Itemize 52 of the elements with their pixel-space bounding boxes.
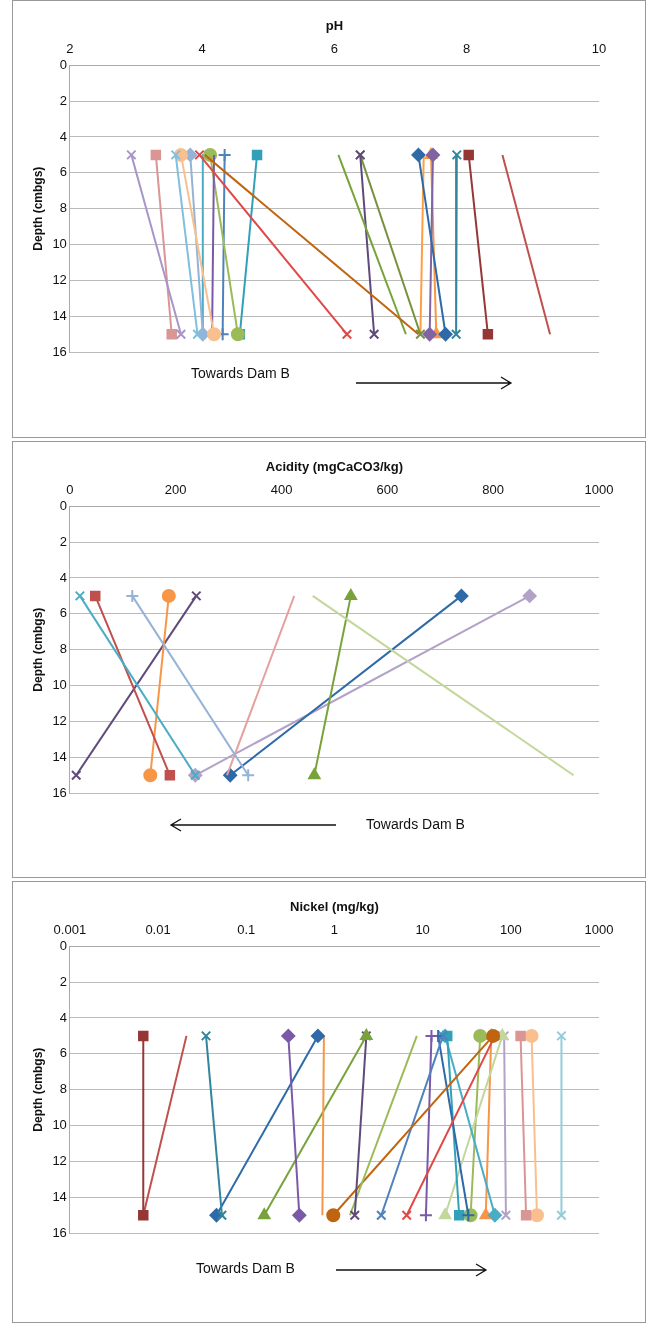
x-tick-label: 100 [499,921,522,937]
x-tick-label: 8 [463,40,471,56]
text: Towards Dam B [366,816,465,832]
x-tick-label: 600 [376,481,399,497]
x-tick-label: 0.1 [237,921,256,937]
y-tick-label: 8 [59,641,67,657]
x-axis-title: Acidity (mgCaCO3/kg) [265,459,404,475]
x-tick-label: 800 [482,481,505,497]
x-tick-label: 10 [415,921,430,937]
x-tick-label: 0.01 [145,921,171,937]
y-tick-label: 2 [59,973,67,989]
y-tick-label: 0 [59,56,67,72]
y-axis-title: Depth (cmbgs) [30,607,45,692]
y-tick-label: 16 [52,1224,67,1240]
y-tick-label: 10 [52,677,67,693]
y-tick-label: 2 [59,533,67,549]
y-axis-title: Depth (cmbgs) [30,1047,45,1132]
y-tick-label: 0 [59,497,67,513]
x-tick-label: 200 [164,481,187,497]
x-tick-label: 10 [591,40,607,56]
y-tick-label: 2 [59,92,67,108]
y-tick-label: 10 [52,236,67,252]
x-tick-label: 1000 [584,481,614,497]
x-axis-title: pH [325,18,344,34]
y-tick-label: 4 [59,128,67,144]
x-tick-label: 6 [330,40,339,56]
y-tick-label: 16 [52,784,67,800]
y-tick-label: 6 [59,605,67,621]
y-tick-label: 10 [52,1117,67,1133]
y-axis-title: Depth (cmbgs) [30,166,45,251]
y-tick-label: 4 [59,1009,67,1025]
text: Towards Dam B [191,365,290,381]
y-tick-label: 12 [52,713,67,729]
y-tick-label: 12 [52,1153,67,1169]
x-tick-label: 1000 [584,921,614,937]
x-tick-label: 4 [198,40,206,56]
y-tick-label: 6 [59,164,67,180]
y-tick-label: 8 [59,1081,67,1097]
y-tick-label: 6 [59,1045,67,1061]
y-tick-label: 14 [52,1188,67,1204]
x-axis-title: Nickel (mg/kg) [290,899,379,915]
x-tick-label: 400 [270,481,293,497]
y-tick-label: 12 [52,272,67,288]
y-tick-label: 8 [59,200,67,216]
y-tick-label: 14 [52,748,67,764]
text: Towards Dam B [196,1260,295,1276]
y-tick-label: 0 [59,937,67,953]
y-tick-label: 14 [52,307,67,323]
y-tick-label: 4 [59,569,67,585]
x-tick-label: 1 [330,921,339,937]
y-tick-label: 16 [52,343,67,359]
x-tick-label: 0.001 [53,921,87,937]
